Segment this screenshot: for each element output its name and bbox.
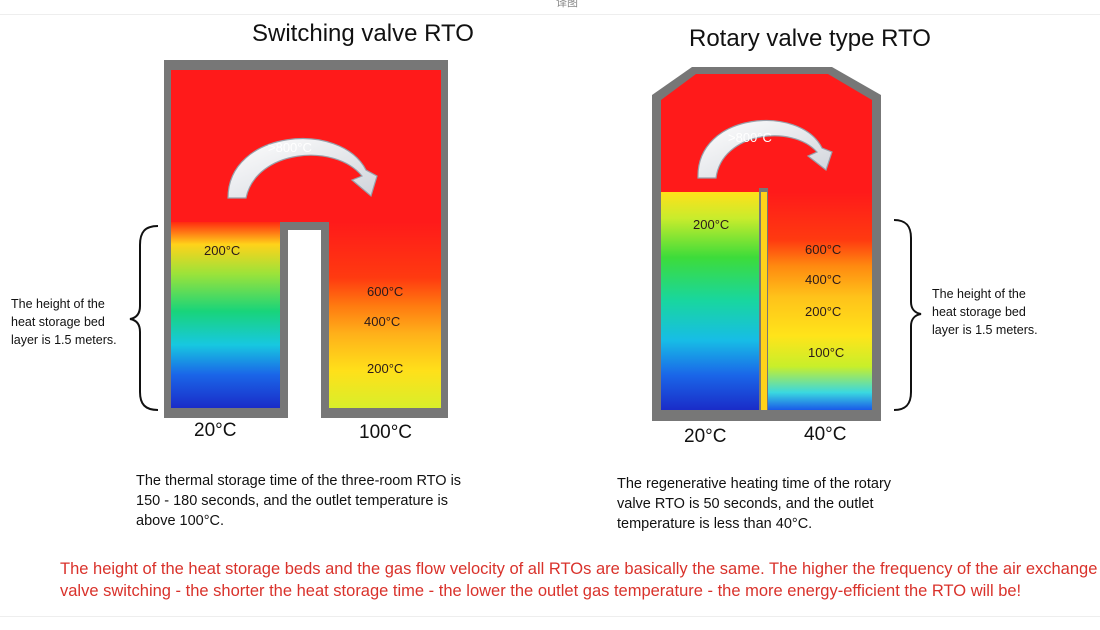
left-bed-right-temp-200: 200°C <box>367 361 404 376</box>
right-outlet-left-temp: 20°C <box>684 426 727 447</box>
conclusion-text: The height of the heat storage beds and … <box>60 560 1098 600</box>
top-tab-label: 译图 <box>556 0 578 9</box>
left-title: Switching valve RTO <box>252 20 474 47</box>
right-bed-right-temp-400: 400°C <box>805 272 842 287</box>
left-bed-left-temp: 200°C <box>204 243 241 258</box>
top-bar: 译图 <box>0 0 1100 15</box>
right-title: Rotary valve type RTO <box>689 25 931 52</box>
right-bed-right-temp-600: 600°C <box>805 242 842 257</box>
right-chamber-temp: >800°C <box>728 130 772 145</box>
left-height-bracket <box>129 225 159 411</box>
right-outlet-right-temp: 40°C <box>804 424 847 445</box>
left-description: The thermal storage time of the three-ro… <box>136 473 462 529</box>
left-flow-arrow <box>227 138 378 199</box>
left-chamber-temp: >800°C <box>268 140 312 155</box>
right-height-note: The height of the heat storage bed layer… <box>932 287 1038 337</box>
bottom-divider <box>0 616 1100 617</box>
left-bed-right-temp-600: 600°C <box>367 284 404 299</box>
right-height-bracket <box>893 219 922 411</box>
right-bed-right-temp-100: 100°C <box>808 345 845 360</box>
left-bed-right-temp-400: 400°C <box>364 314 401 329</box>
right-bed-left-temp: 200°C <box>693 217 730 232</box>
left-rto-body <box>164 60 448 418</box>
left-outlet-left-temp: 20°C <box>194 420 237 441</box>
right-flow-arrow <box>697 119 833 179</box>
right-description: The regenerative heating time of the rot… <box>617 476 892 532</box>
left-outlet-right-temp: 100°C <box>359 422 413 443</box>
right-bed-right-temp-200: 200°C <box>805 304 842 319</box>
left-height-note: The height of the heat storage bed layer… <box>11 297 117 347</box>
